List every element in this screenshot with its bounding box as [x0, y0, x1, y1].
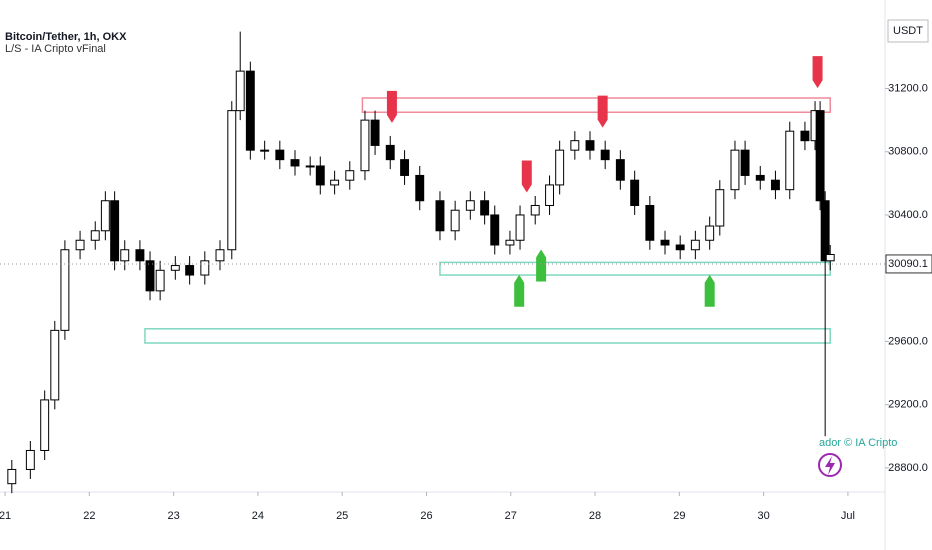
candle-body: [120, 249, 130, 262]
sell-signal: [386, 90, 397, 123]
candle-body: [185, 265, 195, 276]
candle-body: [60, 249, 70, 331]
candle-body: [815, 110, 825, 202]
x-tick-label: 28: [589, 510, 601, 522]
candle-body: [490, 214, 500, 246]
currency-box: [887, 19, 929, 43]
indicator-name: L/S - IA Cripto vFinal: [5, 43, 106, 55]
x-tick-label: 25: [336, 510, 348, 522]
x-tick-label: 26: [420, 510, 432, 522]
x-tick-label: 29: [673, 510, 685, 522]
candle-body: [40, 399, 50, 451]
candle-body: [415, 174, 425, 202]
candle-body: [450, 209, 460, 232]
buy-signal: [514, 274, 525, 307]
y-tick-label: 30400.0: [888, 209, 928, 221]
candle-body: [435, 200, 445, 232]
candle-body: [385, 144, 395, 161]
y-tick-label: 30800.0: [888, 146, 928, 158]
y-tick-label: 29600.0: [888, 335, 928, 347]
candle-body: [25, 449, 35, 470]
candle-body: [545, 184, 555, 206]
x-tick-label: 23: [168, 510, 180, 522]
candle-body: [600, 149, 610, 161]
marks: [0, 31, 885, 494]
candle-body: [740, 149, 750, 176]
candle-body: [675, 244, 685, 251]
candle-body: [660, 239, 670, 246]
sell-signal: [812, 56, 823, 89]
candle-body: [370, 119, 380, 146]
candle-body: [530, 204, 540, 216]
candle-body: [135, 249, 145, 262]
zone: [144, 328, 831, 344]
candle-body: [630, 179, 640, 206]
candle-body: [755, 174, 765, 181]
watermark: ador © IA Cripto: [819, 437, 897, 449]
candle-body: [505, 239, 515, 246]
candle-body: [715, 189, 725, 227]
last-price-label: 30090.1: [888, 258, 928, 270]
candle-body: [465, 200, 475, 211]
candle-body: [245, 70, 255, 151]
candle-body: [110, 200, 120, 262]
candle-body: [360, 119, 370, 172]
candle-body: [215, 249, 225, 262]
sell-signal: [521, 160, 532, 193]
candle-body: [75, 239, 85, 251]
x-tick-label: 24: [252, 510, 264, 522]
candle-body: [200, 260, 210, 276]
y-tick-label: 29200.0: [888, 399, 928, 411]
buy-signal: [536, 249, 547, 282]
buy-signal: [704, 274, 715, 307]
candle-body: [785, 130, 795, 191]
y-tick-label: 28800.0: [888, 462, 928, 474]
x-tick-label: 21: [0, 510, 11, 522]
candle-body: [90, 230, 100, 241]
last-price-box: [885, 254, 932, 274]
candle-body: [155, 269, 165, 292]
candle-body: [770, 179, 780, 191]
candle-body: [400, 159, 410, 176]
candle-body: [275, 149, 285, 161]
candle-body: [145, 260, 155, 292]
candle-body: [515, 214, 525, 241]
candle-body: [705, 225, 715, 241]
candle-body: [730, 149, 740, 191]
candle-body: [7, 468, 17, 485]
candle-body: [260, 149, 270, 152]
candle-body: [480, 200, 490, 216]
candle-body: [645, 204, 655, 241]
candle-body: [305, 165, 315, 168]
x-tick-label: 27: [505, 510, 517, 522]
sell-signal: [597, 95, 608, 128]
candle-body: [235, 70, 245, 112]
candle-body: [570, 140, 580, 151]
candle-body: [585, 140, 595, 151]
chart-title: Bitcoin/Tether, 1h, OKX: [5, 31, 127, 43]
candle-body: [330, 179, 340, 186]
candle-body: [555, 149, 565, 186]
candle-body: [227, 110, 237, 251]
x-tick-label: Jul: [841, 510, 855, 522]
candle-body: [290, 159, 300, 167]
x-tick-label: 30: [758, 510, 770, 522]
currency: USDT: [893, 25, 923, 37]
logo-bolt: [825, 456, 835, 475]
x-tick-label: 22: [83, 510, 95, 522]
candle-body: [50, 329, 60, 401]
candle-body: [825, 253, 835, 262]
candle-body: [100, 200, 110, 232]
candle-body: [615, 159, 625, 181]
candle-body: [820, 200, 830, 262]
y-tick-label: 31200.0: [888, 82, 928, 94]
candle-body: [170, 265, 180, 271]
candle-body: [345, 170, 355, 181]
candle-body: [800, 130, 810, 142]
candle-body: [315, 165, 325, 186]
candle-body: [690, 239, 700, 251]
zone: [361, 97, 831, 113]
